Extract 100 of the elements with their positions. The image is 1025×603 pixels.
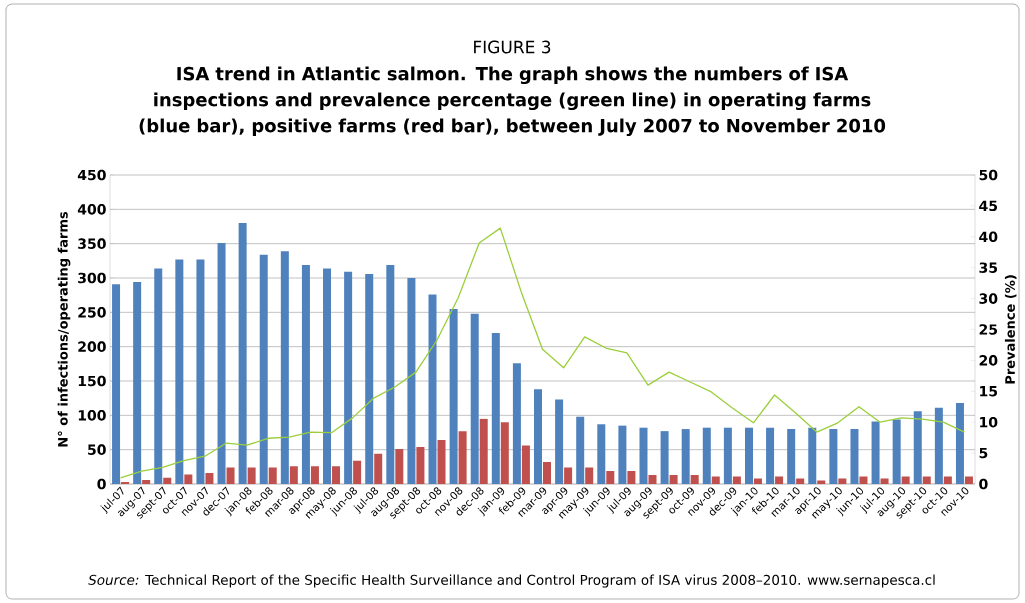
bar (829, 429, 838, 484)
y2-tick-label: 35 (979, 262, 998, 273)
bar (428, 294, 437, 484)
bar (648, 475, 657, 484)
bar (196, 259, 205, 484)
bar (437, 440, 446, 484)
bar (690, 475, 699, 484)
y-axis-title: N° of infections/operating farms (57, 211, 71, 447)
bar (344, 271, 353, 484)
bar (374, 453, 383, 484)
bar (449, 308, 458, 484)
bar (753, 478, 762, 484)
chart-title: FIGURE 3 (474, 40, 551, 54)
bar (323, 268, 332, 484)
bar (732, 476, 741, 484)
bar (289, 466, 298, 484)
bar (585, 467, 594, 484)
bar (934, 407, 943, 484)
bar (491, 332, 500, 484)
bar (226, 467, 235, 484)
bar (964, 476, 973, 484)
bar (479, 418, 488, 484)
bar (639, 427, 648, 484)
bar (766, 427, 775, 484)
bar (121, 481, 130, 484)
bar (871, 421, 880, 484)
bar (142, 479, 151, 484)
bar (259, 254, 268, 484)
bar (922, 476, 931, 484)
bar (892, 419, 901, 484)
bar (365, 273, 374, 484)
bar (955, 402, 964, 484)
bar (723, 427, 732, 484)
bar (247, 467, 256, 484)
bar (660, 431, 669, 484)
y2-tick-label: 0 (979, 478, 988, 490)
bar (332, 466, 341, 484)
y2-axis-title: Prevalence (%) (1004, 275, 1017, 384)
bar (238, 223, 247, 484)
bar (280, 251, 289, 484)
bar (564, 467, 573, 484)
bar (913, 411, 922, 484)
bar (217, 242, 226, 484)
y-tick-label: 100 (78, 410, 106, 421)
bar (796, 478, 805, 484)
bar (512, 363, 521, 484)
y-tick-label: 150 (78, 375, 106, 387)
bar (576, 416, 585, 484)
bar (353, 460, 362, 484)
bar (175, 259, 184, 484)
line-series (119, 227, 966, 479)
y-tick-label: 350 (78, 238, 106, 249)
bar (618, 425, 627, 484)
bar (808, 427, 817, 484)
y2-tick-label: 10 (980, 416, 998, 428)
y-tick-label: 300 (78, 272, 106, 284)
bar (112, 284, 121, 484)
bar (133, 282, 142, 484)
bar (268, 467, 277, 484)
bar (787, 429, 796, 484)
bar (407, 278, 416, 484)
chart-subtitle: ISA trend in Atlantic salmon. The graph shows the numbers of ISA inspections and prevalence percentage (green line) in operating farms (blue bar), positive farms (red bar), between July 2007 to November 2010 (139, 66, 886, 137)
bar (859, 476, 868, 484)
bar (163, 477, 172, 484)
y-tick-label: 50 (88, 444, 106, 455)
y-tick-label: 200 (78, 341, 106, 352)
bar (775, 476, 784, 484)
bar (838, 478, 847, 484)
bar (711, 476, 720, 484)
bar (744, 427, 753, 484)
bar (184, 474, 193, 484)
bar (555, 399, 564, 484)
y2-tick-label: 50 (979, 169, 998, 181)
bar (395, 448, 404, 484)
bar (543, 462, 551, 484)
bar (521, 445, 530, 484)
bar (310, 466, 319, 484)
y2-tick-label: 20 (979, 355, 998, 366)
bar (470, 313, 479, 484)
y2-tick-label: 25 (979, 324, 998, 335)
bar (154, 268, 163, 484)
bar (901, 476, 910, 484)
bar (606, 470, 615, 484)
bar (534, 389, 542, 484)
bar (702, 427, 711, 484)
bar (850, 429, 859, 484)
bar (681, 429, 690, 484)
bar (500, 422, 509, 484)
y2-tick-label: 5 (979, 447, 988, 459)
y-tick-label: 400 (77, 204, 106, 215)
bar (943, 476, 952, 484)
y2-tick-label: 45 (979, 200, 998, 212)
text: Source: Technical Report of the Specific Health Surveillance and Control Program of ISA virus 2008–2010. www.sernapesca.cl (88, 574, 935, 588)
y-tick-label: 450 (77, 169, 106, 181)
y-tick-label: 250 (78, 307, 106, 318)
bar (669, 475, 678, 484)
y2-tick-label: 40 (979, 231, 998, 243)
bar (205, 473, 214, 484)
bar (301, 264, 310, 484)
bar (597, 424, 606, 484)
